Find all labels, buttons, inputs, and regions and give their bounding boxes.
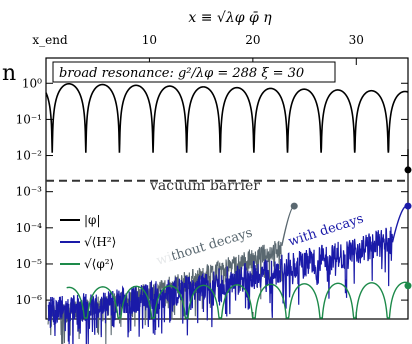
- legend-label-2: √⟨φ²⟩: [84, 257, 114, 271]
- y-tick-label-0: 10⁰: [22, 76, 42, 90]
- endpoint-H: [404, 202, 412, 210]
- top-axis-label: x ≡ √λφ φ̄ η: [188, 10, 272, 26]
- legend-label-1: √⟨H²⟩: [84, 235, 116, 249]
- top-tick-label-2: 20: [245, 33, 260, 47]
- left-edge-label: n: [2, 61, 16, 86]
- header-box-text: broad resonance: g²/λφ = 288 ξ = 30: [59, 66, 304, 81]
- tick-group: x_end 10 20 30 10⁰ 10⁻¹ 10⁻² 10⁻³ 10⁻⁴ 10⁻⁵ 10⁻⁶: [16, 33, 408, 319]
- top-tick-label-3: 30: [349, 33, 364, 47]
- legend: |φ| √⟨H²⟩ √⟨φ²⟩: [54, 205, 172, 275]
- series-phi-line: [45, 82, 409, 153]
- endpoint-phi2: [404, 282, 412, 290]
- y-tick-label-5: 10⁻⁵: [16, 257, 43, 271]
- plot-frame: [45, 57, 409, 320]
- series-H-line: [47, 226, 394, 344]
- y-tick-label-2: 10⁻²: [16, 149, 43, 163]
- top-tick-label-0: x_end: [32, 33, 68, 47]
- header-box-frame: [52, 61, 336, 83]
- y-tick-label-4: 10⁻⁴: [16, 221, 43, 235]
- top-tick-label-1: 10: [142, 33, 157, 47]
- endpoint-phi: [404, 166, 412, 174]
- y-tick-label-1: 10⁻¹: [16, 112, 42, 126]
- series-group: [45, 82, 412, 344]
- series-H-rise: [391, 205, 409, 243]
- series-phi2-line: [66, 281, 409, 319]
- y-tick-label-3: 10⁻³: [16, 185, 43, 199]
- y-tick-label-6: 10⁻⁶: [16, 293, 43, 307]
- vacuum-barrier-label: vacuum barrier: [149, 178, 260, 194]
- legend-label-0: |φ|: [84, 213, 101, 227]
- endpoint-without-decays: [290, 202, 298, 210]
